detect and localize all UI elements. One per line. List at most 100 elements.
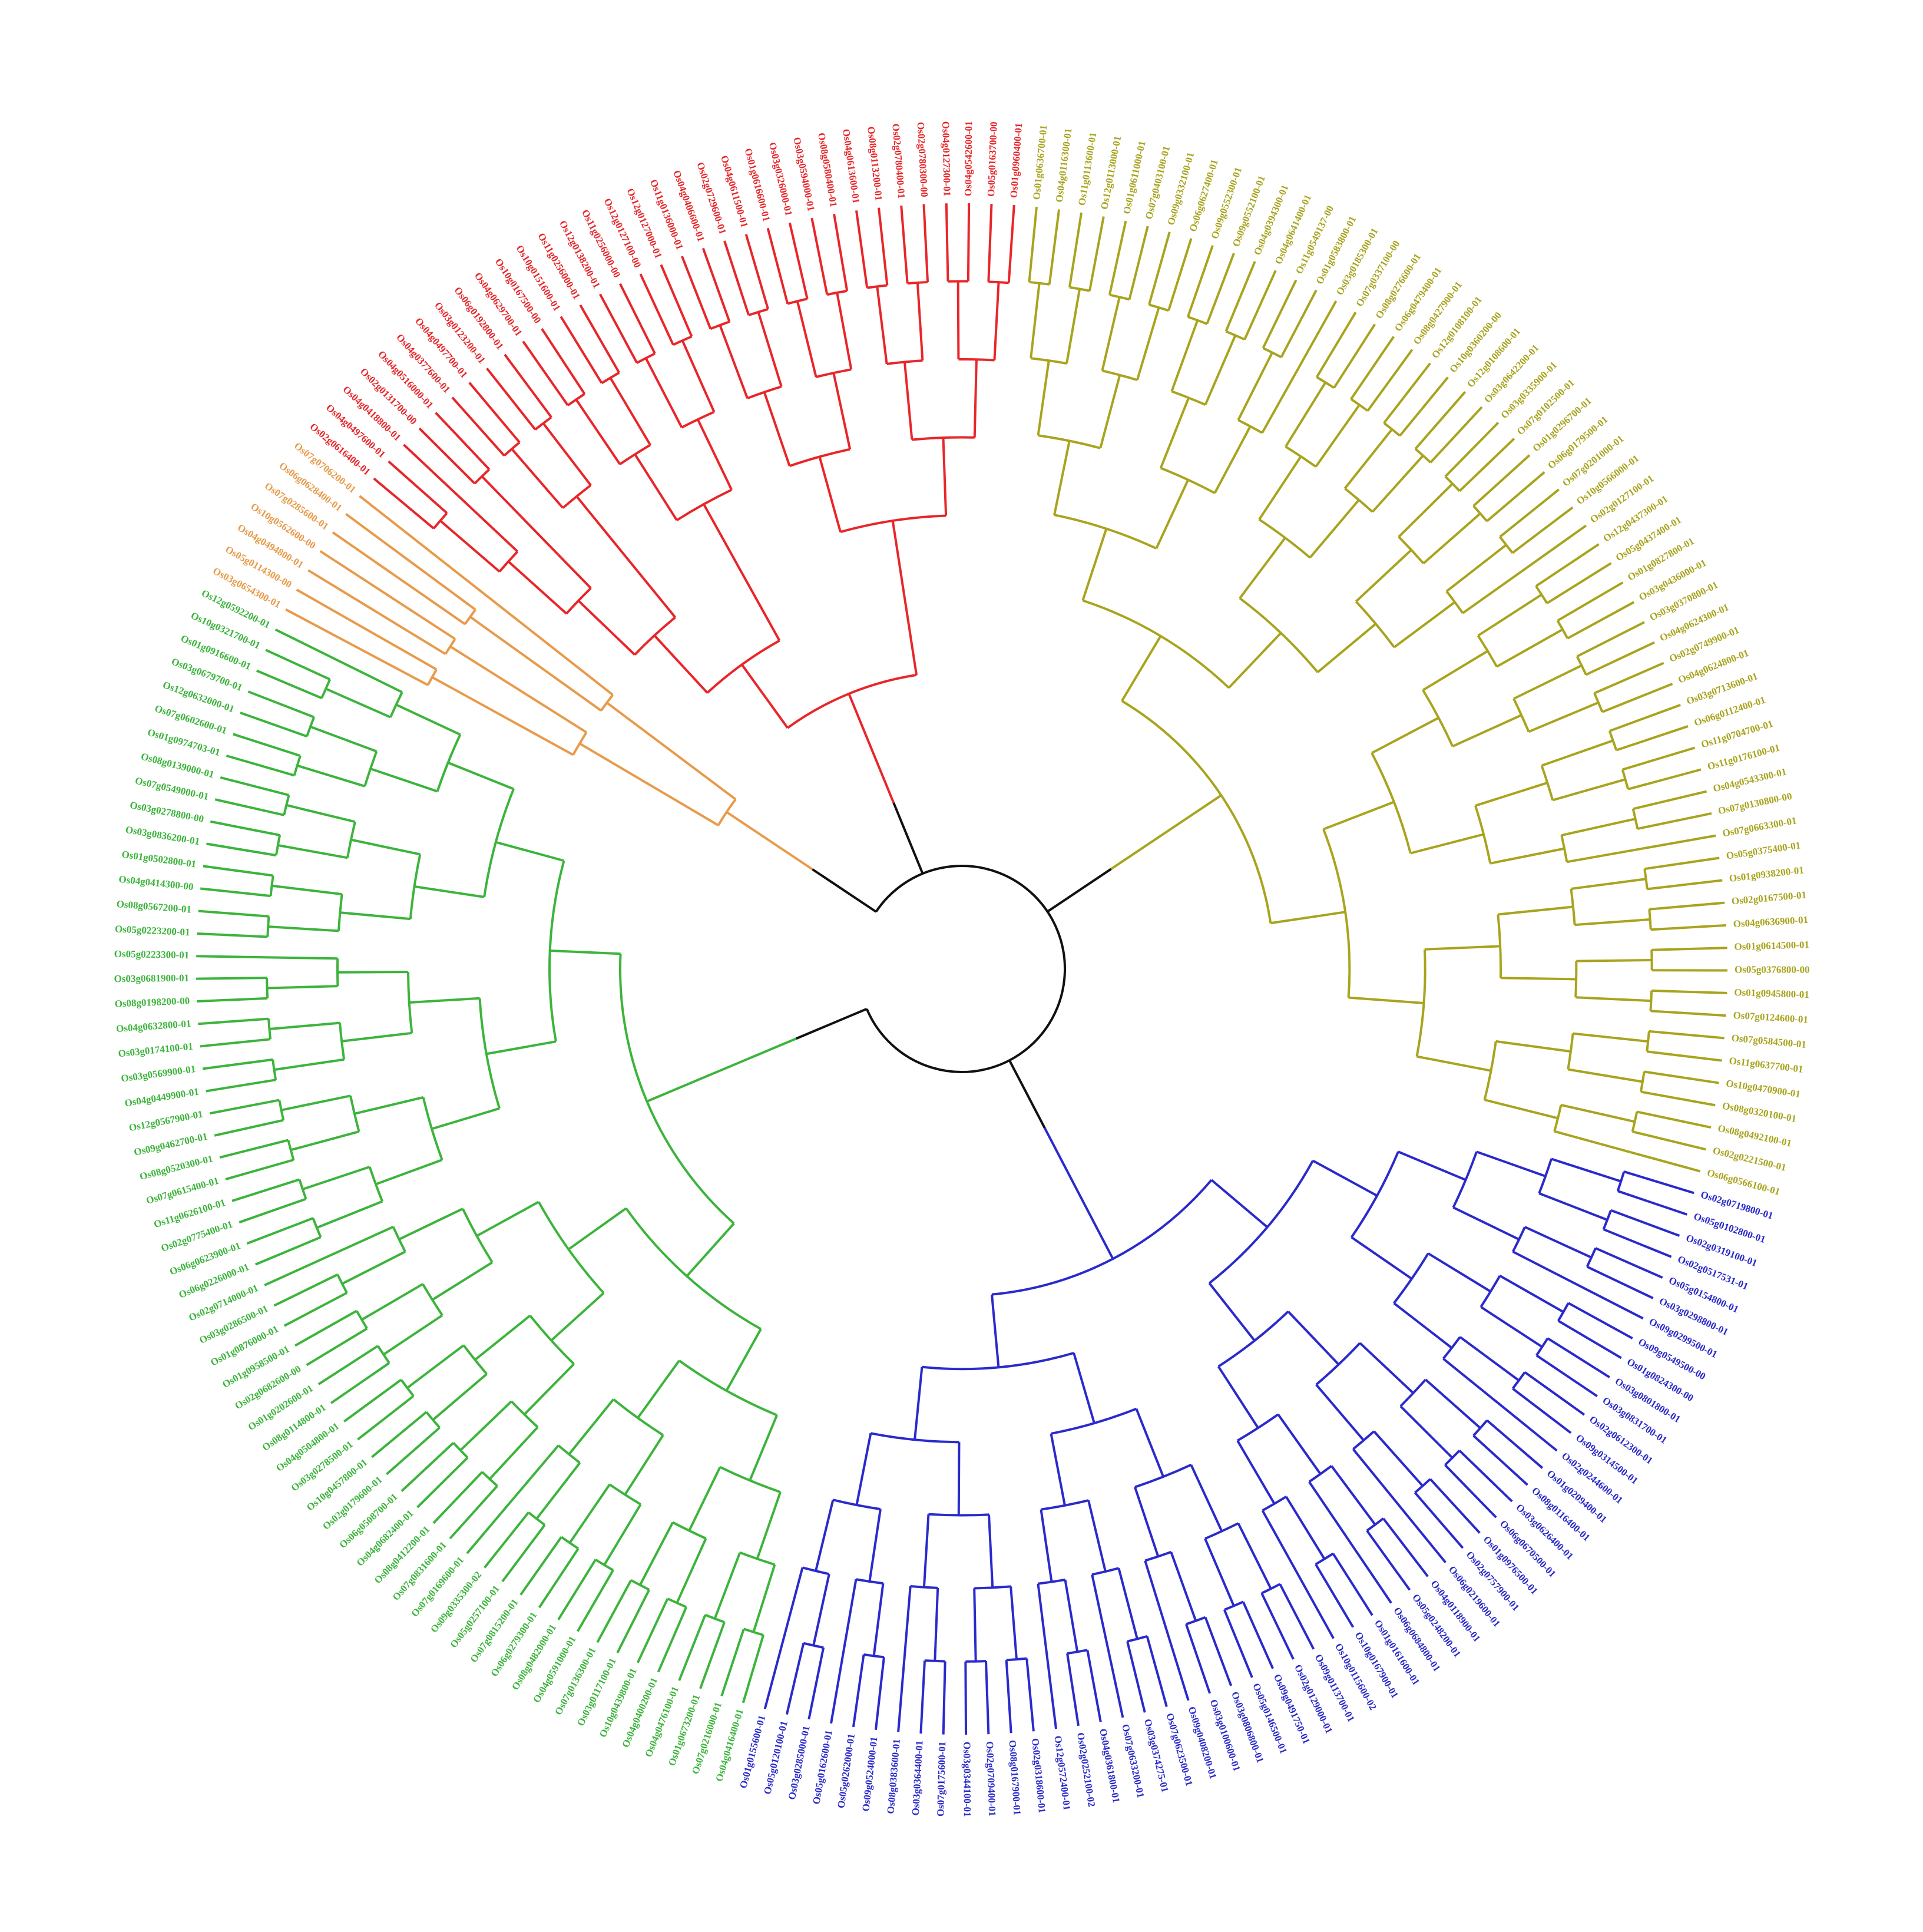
branch (484, 1511, 529, 1569)
leaf-label: Os04g0127300-01 (940, 121, 953, 197)
branch (1649, 901, 1725, 911)
leaf-label: Os02g0131700-00 (358, 366, 419, 426)
branch (1237, 352, 1273, 421)
branch (686, 1222, 735, 1277)
leaf-label: Os11g0176100-01 (1706, 742, 1781, 772)
branch (1223, 1609, 1253, 1678)
branch-arc (1262, 1496, 1287, 1512)
branch (1053, 441, 1071, 515)
branch (395, 703, 461, 736)
branch (1541, 739, 1614, 767)
branch (1490, 847, 1565, 865)
branch-arc (719, 1465, 781, 1493)
branch-arc (910, 1585, 938, 1589)
leaf-label: Os08g0320100-01 (1722, 1100, 1798, 1124)
branch (752, 1564, 776, 1633)
branch-arc (739, 1551, 775, 1566)
branch (345, 513, 476, 611)
branch (1393, 1302, 1453, 1349)
leaf-label: Os03g0285000-01 (786, 1725, 812, 1801)
branch (1576, 621, 1645, 658)
branch (1484, 1099, 1558, 1120)
branch (239, 1197, 307, 1224)
branch-arc (278, 1100, 285, 1121)
branch-arc (789, 448, 850, 468)
branch (1424, 945, 1501, 951)
branch (486, 368, 537, 431)
branch (1309, 499, 1360, 558)
branch (900, 205, 909, 284)
leaf-label: Os05g0162600-01 (810, 1729, 834, 1805)
branch (1399, 376, 1449, 436)
branch-arc (392, 1226, 406, 1252)
branch (1651, 989, 1727, 994)
branch (619, 283, 656, 355)
branch-arc (1631, 1111, 1639, 1132)
branch-arc (528, 1511, 546, 1526)
branch (638, 1521, 674, 1586)
leaf-label: Os03g0836200-01 (125, 824, 201, 848)
branch (1513, 664, 1583, 700)
branch (495, 841, 565, 862)
branch (267, 985, 338, 990)
branch (197, 932, 268, 938)
root-branch (796, 1007, 868, 1040)
branch (1224, 261, 1256, 332)
branch (297, 764, 365, 788)
leaf-label: Os04g0361800-01 (1097, 1728, 1122, 1804)
branch (1066, 1653, 1080, 1726)
leaf-label: Os08g0139000-01 (140, 750, 215, 780)
branch (681, 256, 712, 329)
branch (200, 887, 271, 898)
branch (268, 925, 339, 932)
branch-arc (928, 1513, 989, 1517)
branch (855, 1433, 872, 1506)
branch (1010, 1586, 1018, 1660)
branch (763, 1567, 804, 1709)
branch (1258, 455, 1302, 521)
branch (1170, 320, 1199, 392)
branch-arc (1557, 1302, 1570, 1322)
branch (1546, 562, 1612, 604)
branch (1204, 1617, 1233, 1686)
leaf-label: Os08g0520300-01 (138, 1153, 214, 1182)
branch (1640, 1090, 1716, 1107)
branch-arc (706, 639, 780, 694)
branch (1170, 1551, 1197, 1622)
branch (1472, 1434, 1528, 1486)
leaf-label: Os11g0637700-01 (1729, 1055, 1804, 1075)
branch (1644, 1070, 1719, 1084)
branch-arc (1497, 914, 1502, 978)
branch (1315, 1384, 1365, 1441)
branch (1213, 425, 1252, 494)
branch-arc (537, 1201, 605, 1294)
branch-arc (567, 393, 585, 406)
branch (1651, 947, 1727, 951)
branch (1315, 1563, 1355, 1628)
branch (1144, 1560, 1190, 1701)
branch (757, 312, 783, 387)
branch-arc (1054, 514, 1157, 550)
leaf-label: Os03g0278800-00 (129, 799, 205, 825)
branch (1476, 1150, 1546, 1177)
branch (1414, 391, 1467, 450)
branch-arc (613, 1398, 664, 1437)
leaf-label: Os01g0976500-01 (1481, 1534, 1540, 1597)
branch (688, 1466, 721, 1531)
leaf-label: Os02g0252100-02 (1075, 1732, 1097, 1808)
branch (988, 1514, 994, 1588)
branch-arc (1352, 1430, 1375, 1450)
branch-arc (444, 638, 456, 655)
leaf-label: Os02g0221500-01 (1712, 1144, 1787, 1173)
branch (1050, 1433, 1066, 1506)
branch-arc (1224, 1600, 1244, 1611)
leaf-label: Os01g0636700-01 (1031, 124, 1049, 200)
branch (1348, 996, 1424, 1005)
branch-arc (667, 1597, 687, 1609)
branch-arc (1127, 1635, 1148, 1643)
branch (1511, 506, 1574, 554)
branch (1576, 959, 1652, 962)
branch (1126, 1641, 1146, 1713)
branch (233, 733, 301, 757)
